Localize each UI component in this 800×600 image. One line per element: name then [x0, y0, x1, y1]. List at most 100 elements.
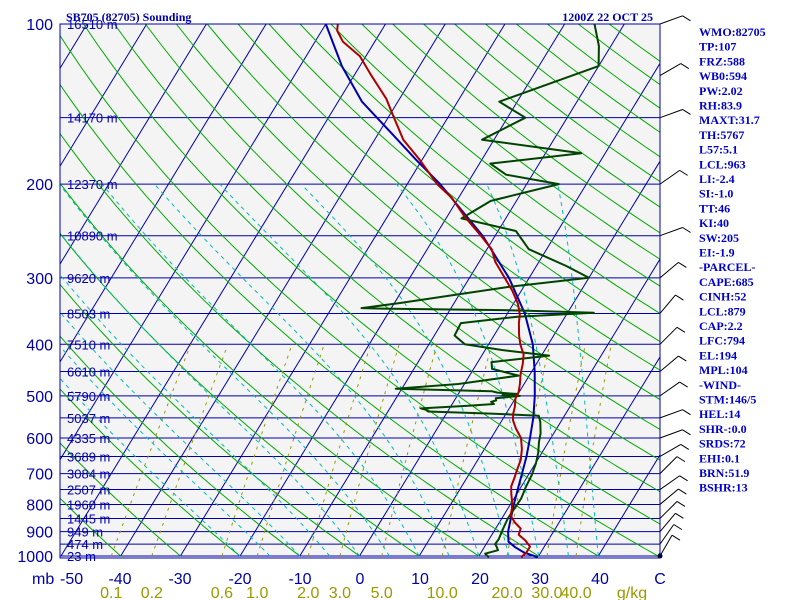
index-value: PW:2.02	[699, 84, 743, 98]
index-value: LCL:963	[699, 157, 746, 171]
index-value: EI:-1.9	[699, 246, 735, 260]
wind-barb-flag	[679, 381, 688, 388]
height-label: 3084 m	[67, 467, 110, 482]
height-label: 12370 m	[67, 177, 118, 192]
index-value: EL:194	[699, 348, 737, 362]
index-panel: WMO:82705TP:107FRZ:588WB0:594PW:2.02RH:8…	[699, 25, 766, 495]
wind-barb-flag	[676, 326, 686, 333]
index-value: KI:40	[699, 216, 729, 230]
mixing-ratio-line	[151, 344, 229, 557]
index-value: SI:-1.0	[699, 187, 733, 201]
pressure-tick-label: 400	[26, 337, 53, 354]
wind-barb	[659, 227, 683, 237]
height-label: 16510 m	[67, 17, 118, 32]
wind-barb	[659, 501, 678, 519]
isotherm-line	[597, 453, 660, 557]
dry-adiabat	[361, 24, 660, 260]
wind-barb-flag	[678, 261, 687, 268]
parcel-path-line	[324, 24, 539, 558]
wind-barb	[659, 326, 678, 345]
wind-barb-flag	[671, 534, 681, 541]
wind-barb	[659, 512, 676, 532]
station-title: SB705 (82705) Sounding	[66, 10, 191, 24]
index-value: FRZ:588	[699, 54, 745, 68]
height-label: 14170 m	[67, 111, 118, 126]
wind-barb-flag	[682, 409, 691, 416]
moist-adiabat	[101, 183, 420, 557]
index-value: TH:5767	[699, 128, 744, 142]
dry-adiabat	[60, 388, 241, 557]
isotherm-line	[60, 24, 267, 363]
dry-adiabat	[60, 283, 360, 557]
temperature-tick-label: C	[654, 571, 666, 588]
dry-adiabat	[330, 24, 660, 287]
height-label: 5037 m	[67, 411, 110, 426]
isotherm-line	[60, 24, 148, 168]
pressure-tick-label: 700	[26, 467, 53, 484]
wind-barb-flag	[680, 444, 690, 450]
dry-adiabat	[175, 24, 660, 431]
moist-adiabat	[219, 183, 480, 557]
mixing-ratio-tick-label: 40.0	[560, 585, 591, 600]
wind-barb-flag	[679, 475, 688, 482]
temperature-tick-label: -30	[168, 571, 191, 588]
temperature-tick-label: 20	[471, 571, 489, 588]
isotherm-line	[60, 24, 386, 557]
pressure-tick-label: 200	[26, 177, 53, 194]
pressure-tick-label: 900	[26, 525, 53, 542]
dry-adiabat	[60, 442, 181, 557]
wind-barbs	[657, 15, 691, 559]
index-value: BRN:51.9	[699, 466, 749, 480]
mixing-ratio-line	[441, 344, 492, 557]
index-value: -PARCEL-	[699, 260, 755, 274]
isotherm-line	[478, 258, 660, 557]
height-label: 1445 m	[67, 511, 110, 526]
mixing-ratio-line	[339, 344, 400, 557]
pressure-tick-label: 100	[26, 17, 53, 34]
isotherm-line	[60, 24, 327, 461]
height-label: 23 m	[67, 549, 96, 564]
temperature-tick-label: 40	[591, 571, 609, 588]
pressure-tick-label: 500	[26, 389, 53, 406]
dry-adiabat	[268, 24, 660, 343]
pressure-tick-label: 600	[26, 431, 53, 448]
index-value: MAXT:31.7	[699, 113, 760, 127]
isotherm-line	[239, 24, 566, 557]
mixing-ratio-tick-label: 3.0	[329, 585, 351, 600]
wind-barb-flag	[678, 488, 687, 495]
temperature-line	[336, 24, 531, 558]
isotherm-line	[179, 24, 506, 557]
wind-barb	[659, 262, 679, 279]
moist-adiabat	[154, 183, 450, 557]
index-value: WMO:82705	[699, 25, 766, 39]
wind-barb-flag	[679, 169, 688, 176]
moist-adiabat	[60, 232, 360, 557]
temperature-tick-label: -50	[60, 571, 83, 588]
moist-adiabat	[60, 311, 301, 557]
index-value: LI:-2.4	[699, 172, 735, 186]
wind-barb	[659, 534, 673, 557]
wind-barb-flag	[680, 63, 690, 69]
height-label: 1960 m	[67, 497, 110, 512]
height-label: 9620 m	[67, 271, 110, 286]
index-value: TT:46	[699, 201, 730, 215]
isotherm-line	[60, 24, 207, 265]
pressure-tick-label: 800	[26, 497, 53, 514]
plot-background	[60, 24, 660, 558]
index-value: SW:205	[699, 231, 739, 245]
mixing-ratio-tick-label: 0.2	[141, 585, 163, 600]
moist-adiabat	[60, 345, 271, 557]
dry-adiabat	[60, 232, 420, 557]
mixing-ratio-line	[506, 344, 551, 557]
wind-barb	[659, 524, 675, 545]
index-value: HEL:14	[699, 407, 740, 421]
wind-barb-flag	[675, 294, 684, 301]
height-label: 6610 m	[67, 365, 110, 380]
plot-frame	[59, 23, 661, 559]
temperature-tick-label: 0	[356, 571, 365, 588]
isotherm-line	[359, 62, 660, 557]
wind-barb-flag	[682, 227, 691, 233]
index-value: -WIND-	[699, 378, 741, 392]
wind-barb	[659, 355, 679, 372]
